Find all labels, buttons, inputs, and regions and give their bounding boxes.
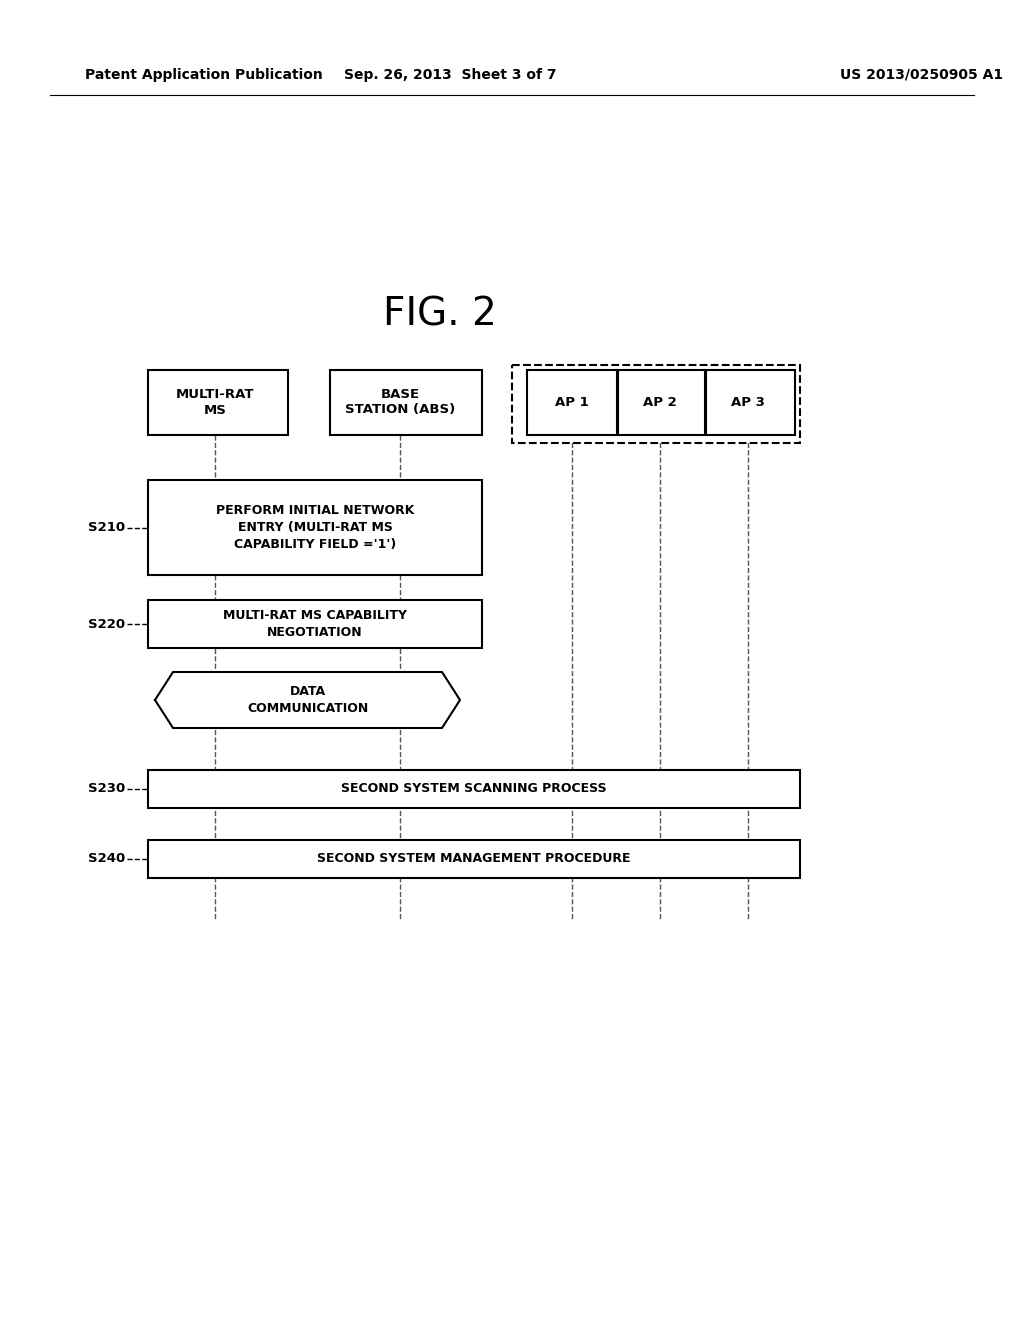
Text: US 2013/0250905 A1: US 2013/0250905 A1	[840, 69, 1004, 82]
Text: SECOND SYSTEM SCANNING PROCESS: SECOND SYSTEM SCANNING PROCESS	[341, 783, 607, 796]
Polygon shape	[155, 672, 460, 729]
Text: S210: S210	[88, 521, 125, 535]
FancyBboxPatch shape	[148, 840, 800, 878]
FancyBboxPatch shape	[512, 366, 800, 444]
Text: AP 2: AP 2	[643, 396, 677, 409]
Text: BASE
STATION (ABS): BASE STATION (ABS)	[345, 388, 455, 417]
FancyBboxPatch shape	[148, 601, 482, 648]
Text: MULTI-RAT MS CAPABILITY
NEGOTIATION: MULTI-RAT MS CAPABILITY NEGOTIATION	[223, 609, 407, 639]
Text: DATA
COMMUNICATION: DATA COMMUNICATION	[247, 685, 368, 715]
FancyBboxPatch shape	[330, 370, 482, 436]
Text: S230: S230	[88, 783, 125, 796]
FancyBboxPatch shape	[527, 370, 617, 436]
Text: MULTI-RAT
MS: MULTI-RAT MS	[176, 388, 254, 417]
Text: S240: S240	[88, 853, 125, 866]
Text: S220: S220	[88, 618, 125, 631]
Text: FIG. 2: FIG. 2	[383, 296, 497, 334]
FancyBboxPatch shape	[706, 370, 795, 436]
FancyBboxPatch shape	[618, 370, 705, 436]
Text: Patent Application Publication: Patent Application Publication	[85, 69, 323, 82]
FancyBboxPatch shape	[148, 770, 800, 808]
FancyBboxPatch shape	[148, 370, 288, 436]
Text: AP 3: AP 3	[731, 396, 765, 409]
Text: SECOND SYSTEM MANAGEMENT PROCEDURE: SECOND SYSTEM MANAGEMENT PROCEDURE	[317, 853, 631, 866]
Text: AP 1: AP 1	[555, 396, 589, 409]
Text: PERFORM INITIAL NETWORK
ENTRY (MULTI-RAT MS
CAPABILITY FIELD ='1'): PERFORM INITIAL NETWORK ENTRY (MULTI-RAT…	[216, 504, 414, 550]
Text: Sep. 26, 2013  Sheet 3 of 7: Sep. 26, 2013 Sheet 3 of 7	[344, 69, 556, 82]
FancyBboxPatch shape	[148, 480, 482, 576]
